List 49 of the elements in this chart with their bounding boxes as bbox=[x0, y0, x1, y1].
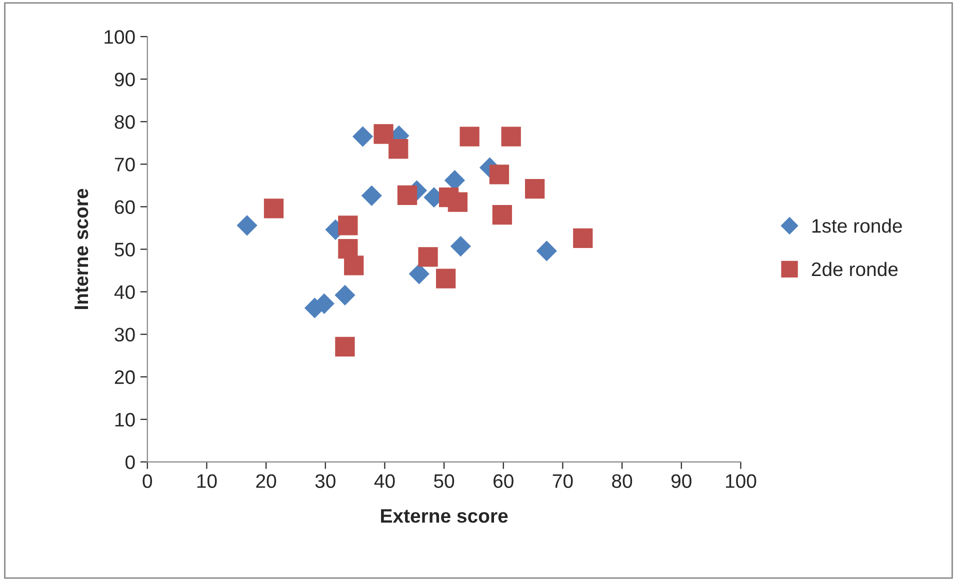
point bbox=[448, 192, 468, 212]
x-tick-label: 50 bbox=[434, 474, 454, 488]
x-tick-label: 30 bbox=[315, 474, 336, 488]
point bbox=[374, 124, 394, 144]
point bbox=[536, 240, 557, 262]
x-tick-label: 60 bbox=[494, 474, 514, 488]
y-tick-label: 40 bbox=[114, 285, 135, 300]
y-tick-label: 70 bbox=[114, 158, 135, 172]
point bbox=[264, 198, 284, 218]
point bbox=[388, 139, 408, 159]
y-tick-label: 20 bbox=[114, 370, 135, 384]
y-tick-label: 30 bbox=[114, 328, 135, 342]
point bbox=[460, 126, 480, 146]
point bbox=[408, 264, 430, 284]
point bbox=[344, 256, 364, 276]
x-axis-title: Externe score bbox=[381, 509, 508, 523]
point bbox=[573, 228, 593, 248]
y-axis-title: Interne score bbox=[74, 188, 88, 310]
x-tick-label: 90 bbox=[671, 474, 692, 488]
point bbox=[450, 236, 471, 257]
x-tick-label: 0 bbox=[142, 474, 152, 488]
x-tick-label: 20 bbox=[256, 474, 276, 488]
point bbox=[418, 247, 438, 267]
point bbox=[492, 204, 512, 225]
x-tick-label: 70 bbox=[552, 474, 573, 488]
point bbox=[397, 185, 418, 206]
point bbox=[501, 126, 521, 146]
point bbox=[338, 216, 358, 236]
point bbox=[489, 164, 510, 184]
legend-label: 1ste ronde bbox=[812, 218, 902, 233]
x-tick-label: 40 bbox=[374, 474, 395, 488]
point bbox=[334, 284, 356, 306]
y-tick-label: 50 bbox=[114, 242, 135, 256]
point bbox=[236, 215, 258, 236]
point bbox=[525, 179, 545, 199]
x-tick-label: 100 bbox=[726, 474, 756, 488]
y-tick-label: 60 bbox=[114, 200, 135, 214]
x-tick-label: 10 bbox=[197, 474, 217, 488]
point bbox=[361, 185, 382, 206]
y-tick-label: 100 bbox=[104, 30, 135, 44]
point bbox=[436, 268, 456, 288]
y-tick-label: 80 bbox=[114, 115, 135, 129]
legend-label: 2de ronde bbox=[812, 262, 898, 276]
y-tick-label: 10 bbox=[115, 412, 135, 427]
x-tick-label: 80 bbox=[612, 474, 632, 488]
y-tick-label: 0 bbox=[126, 455, 135, 470]
y-tick-label: 90 bbox=[114, 72, 135, 86]
point bbox=[352, 126, 374, 147]
point bbox=[335, 336, 355, 356]
